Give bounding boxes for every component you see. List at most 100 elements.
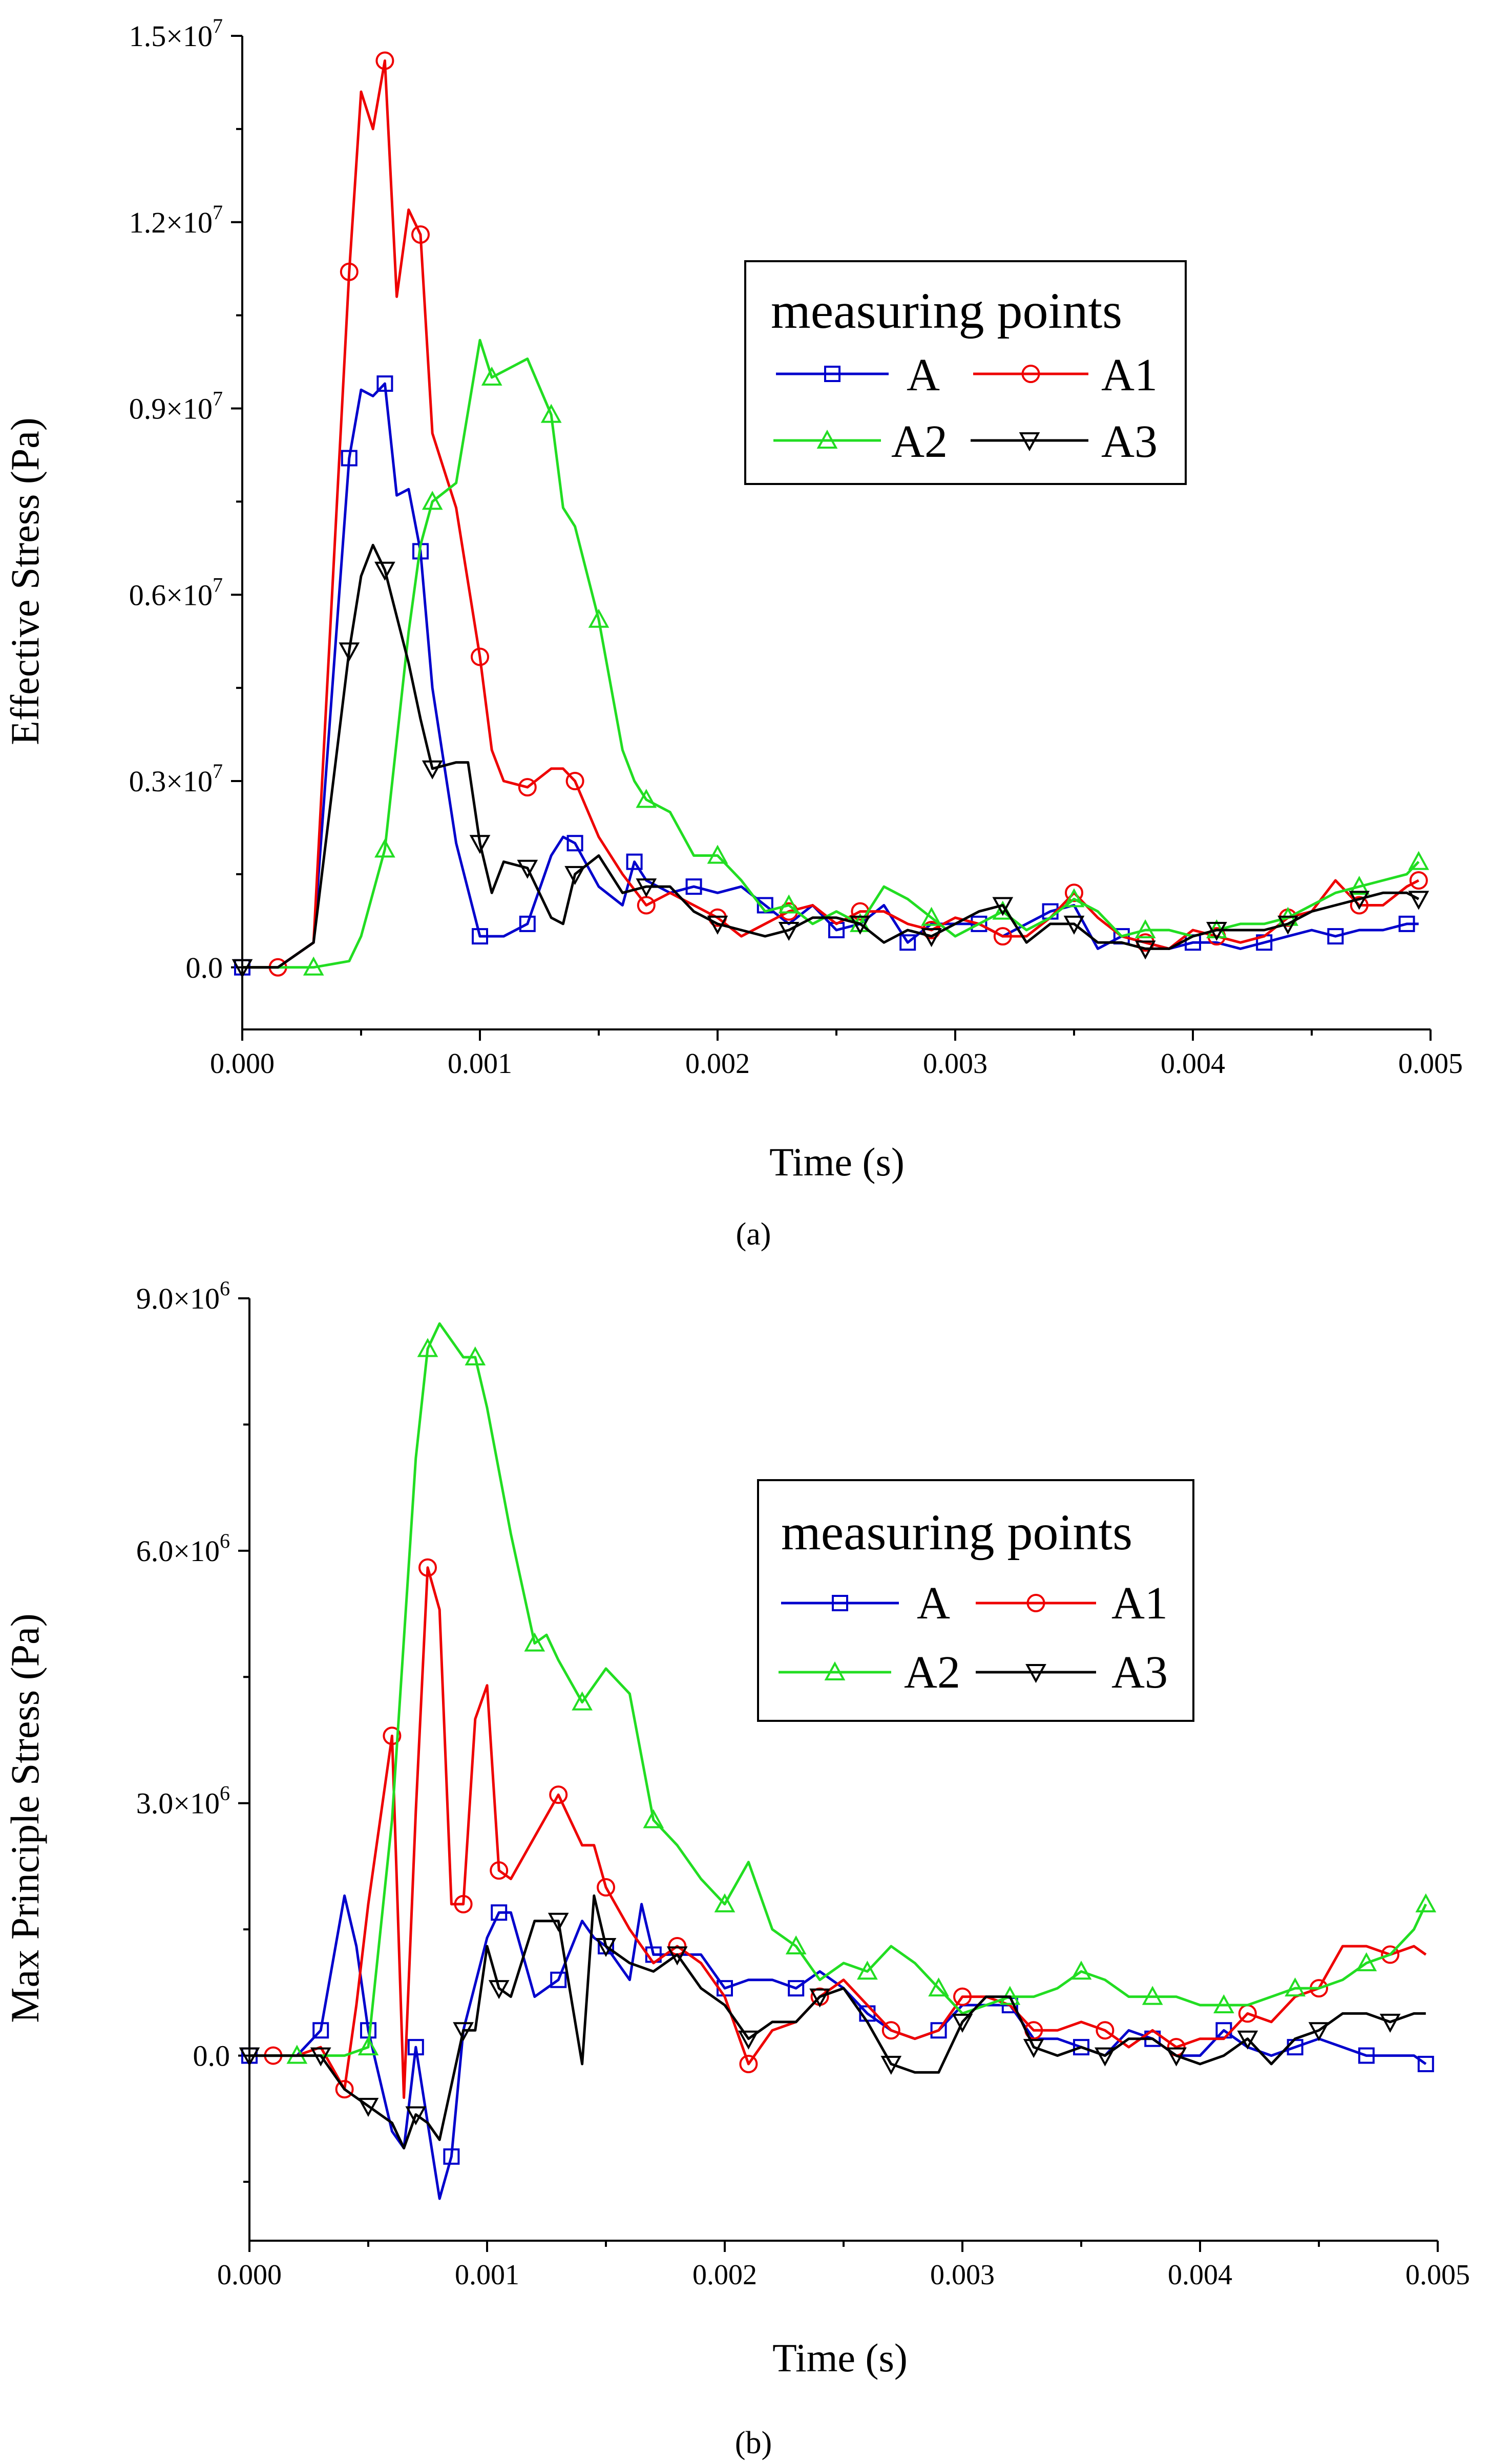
line-b-A	[249, 1894, 1427, 2200]
point-b-A1	[454, 1894, 473, 1913]
point-b-A3	[666, 1946, 688, 1966]
point-b-A1	[1381, 1945, 1400, 1964]
point-a-A3	[778, 922, 800, 941]
point-a-A	[376, 375, 393, 392]
point-b-A2	[417, 1338, 438, 1357]
point-b-A1	[739, 2055, 758, 2073]
legend-box-b	[757, 1479, 1194, 1722]
y-tick-label-a: 1.5×107	[129, 14, 223, 53]
x-tick-label-a: 0.005	[1398, 1048, 1463, 1080]
point-a-A3	[992, 897, 1014, 916]
legend-label-b-A3: A3	[1111, 1647, 1168, 1698]
legend-swatch-marker-a-A2	[816, 429, 838, 449]
point-b-A3	[453, 2022, 474, 2041]
point-a-A	[685, 878, 702, 895]
legend-title-b: measuring points	[781, 1504, 1132, 1561]
x-tick-label-b: 0.005	[1405, 2259, 1470, 2291]
point-a-A	[971, 915, 987, 932]
legend-label-a-A2: A2	[891, 416, 948, 467]
x-tick-label-a: 0.000	[210, 1048, 275, 1080]
legend-swatch-marker-a-A1	[1021, 365, 1040, 383]
point-a-A	[472, 928, 488, 945]
point-b-A3	[1308, 2022, 1330, 2041]
caption-a: (a)	[736, 1217, 771, 1252]
point-b-A2	[1213, 1994, 1234, 2013]
x-tick-label-b: 0.004	[1168, 2259, 1232, 2291]
point-b-A	[312, 2022, 329, 2039]
point-a-A2	[1134, 919, 1156, 938]
chart-panel-a: (a) Time (s) Effective Stress (Pa) 0.000…	[3, 14, 1463, 1252]
point-a-A1	[1350, 896, 1369, 915]
point-a-A	[341, 450, 358, 467]
point-b-A3	[1237, 2030, 1258, 2050]
point-b-A3	[239, 2047, 260, 2067]
point-a-A1	[565, 772, 584, 790]
point-a-A3	[422, 760, 443, 780]
series-a-A3	[232, 543, 1430, 978]
point-b-A3	[548, 1912, 569, 1932]
point-a-A3	[1206, 922, 1227, 941]
point-b-A2	[785, 1935, 807, 1954]
point-b-A2	[1285, 1977, 1306, 1997]
y-tick-label-a: 0.6×107	[129, 573, 223, 612]
point-b-A2	[1142, 1986, 1163, 2005]
point-b-A2	[358, 2036, 379, 2056]
legend-label-a-A3: A3	[1101, 416, 1158, 467]
point-a-A2	[481, 366, 502, 386]
point-b-A3	[1023, 2039, 1044, 2058]
point-b-A3	[738, 2030, 759, 2050]
point-a-A3	[1063, 915, 1085, 935]
point-a-A1	[518, 778, 537, 797]
point-a-A	[566, 835, 583, 852]
point-b-A	[491, 1904, 508, 1921]
line-b-A1	[249, 1566, 1427, 2099]
point-b-A	[1417, 2056, 1434, 2072]
x-tick-label-a: 0.001	[448, 1048, 512, 1080]
point-a-A3	[1408, 891, 1430, 910]
legend-label-b-A2: A2	[904, 1647, 960, 1698]
point-b-A3	[595, 1938, 617, 1957]
x-tick-label-b: 0.001	[455, 2259, 519, 2291]
point-b-A	[1358, 2047, 1375, 2064]
point-a-A2	[707, 845, 728, 864]
point-b-A	[443, 2148, 460, 2165]
point-a-A2	[1349, 875, 1370, 895]
y-tick-label-b: 0.0	[193, 2039, 230, 2073]
point-a-A2	[1063, 888, 1085, 908]
xlabel-b: Time (s)	[772, 2335, 908, 2380]
point-a-A3	[921, 928, 942, 947]
point-a-A2	[636, 789, 657, 808]
point-b-A	[788, 1980, 805, 1997]
x-tick-label-a: 0.004	[1161, 1048, 1225, 1080]
point-b-A2	[572, 1691, 593, 1711]
point-a-A1	[340, 262, 359, 281]
legend-label-a-A: A	[907, 350, 940, 401]
point-b-A1	[418, 1558, 437, 1577]
point-a-A1	[1409, 871, 1428, 890]
legend-title-a: measuring points	[771, 282, 1122, 339]
point-a-A3	[564, 866, 585, 886]
point-b-A2	[1070, 1961, 1092, 1980]
ylabel-b: Max Principle Stress (Pa)	[3, 1613, 47, 2023]
point-a-A3	[1134, 940, 1156, 960]
y-tick-label-b: 6.0×106	[136, 1529, 230, 1568]
y-tick-label-a: 0.9×107	[129, 387, 223, 426]
point-b-A3	[1166, 2047, 1187, 2067]
point-a-A	[519, 915, 536, 932]
point-a-A1	[375, 51, 394, 70]
point-a-A3	[374, 561, 395, 581]
point-a-A2	[778, 894, 800, 914]
point-a-A3	[517, 859, 538, 879]
point-a-A1	[1065, 883, 1083, 902]
point-b-A2	[465, 1346, 486, 1365]
point-a-A3	[850, 915, 871, 935]
point-b-A1	[597, 1878, 615, 1897]
point-b-A1	[383, 1726, 402, 1745]
point-a-A2	[588, 608, 610, 628]
point-b-A3	[809, 1988, 830, 2008]
point-b-A2	[714, 1893, 736, 1912]
x-tick-label-b: 0.003	[930, 2259, 995, 2291]
legend-swatch-marker-b-A	[832, 1595, 848, 1611]
y-tick-label-a: 1.2×107	[129, 201, 223, 239]
